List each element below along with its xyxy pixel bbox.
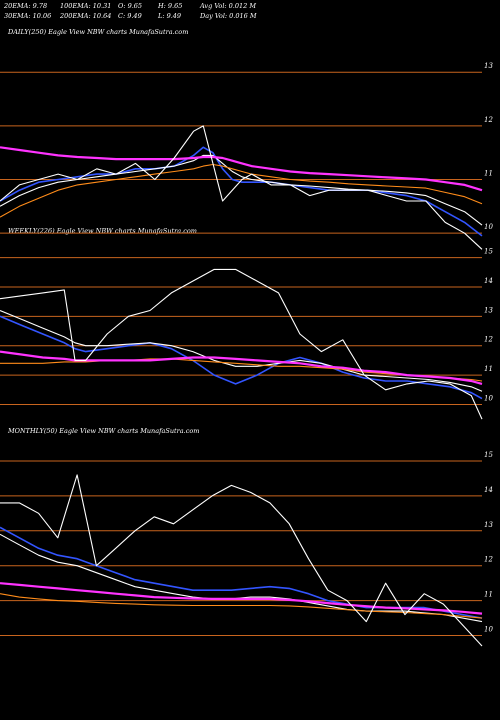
- y-tick-label: 13: [484, 62, 493, 70]
- header-ema200: 200EMA: 10.64: [60, 12, 112, 20]
- y-tick-label: 14: [484, 486, 493, 494]
- y-tick-label: 10: [484, 223, 493, 231]
- ema-line: [0, 146, 483, 192]
- header-ema100: 100EMA: 10.31: [60, 2, 112, 10]
- y-tick-label: 11: [484, 591, 493, 599]
- y-tick-label: 12: [484, 556, 493, 564]
- ema-line: [0, 582, 483, 615]
- daily-panel-title: DAILY(250) Eagle View NBW charts MunafaS…: [8, 28, 189, 36]
- header-close: C: 9.49: [118, 12, 142, 20]
- y-tick-label: 11: [484, 365, 493, 373]
- y-tick-label: 15: [484, 248, 493, 256]
- y-tick-label: 10: [484, 626, 493, 634]
- ema-line: [0, 146, 483, 237]
- ema-line: [0, 309, 483, 392]
- ema-line: [0, 350, 483, 385]
- header-low: L: 9.49: [158, 12, 182, 20]
- ema-line: [0, 593, 483, 619]
- monthly-panel-title: MONTHLY(50) Eagle View NBW charts Munafa…: [8, 427, 200, 435]
- header-ema20: 20EMA: 9.78: [4, 2, 48, 10]
- header-dayvol: Day Vol: 0.016 M: [200, 12, 257, 20]
- price-line: [0, 474, 483, 647]
- header-avgvol: Avg Vol: 0.012 M: [200, 2, 257, 10]
- y-tick-label: 14: [484, 277, 493, 285]
- ema-line: [0, 526, 483, 619]
- y-tick-label: 13: [484, 521, 493, 529]
- y-tick-label: 11: [484, 170, 493, 178]
- y-tick-label: 10: [484, 394, 493, 402]
- y-tick-label: 15: [484, 451, 493, 459]
- weekly-panel-title: WEEKLY(226) Eagle View NBW charts Munafa…: [8, 227, 197, 235]
- ema-line: [0, 315, 483, 400]
- header-open: O: 9.65: [118, 2, 143, 10]
- ema-line: [0, 163, 483, 218]
- ema-line: [0, 154, 483, 226]
- y-tick-label: 12: [484, 336, 493, 344]
- header-high: H: 9.65: [158, 2, 183, 10]
- y-tick-label: 13: [484, 306, 493, 314]
- price-line: [0, 268, 483, 420]
- y-tick-label: 12: [484, 116, 493, 124]
- header-ema30: 30EMA: 10.06: [4, 12, 52, 20]
- price-line: [0, 125, 483, 250]
